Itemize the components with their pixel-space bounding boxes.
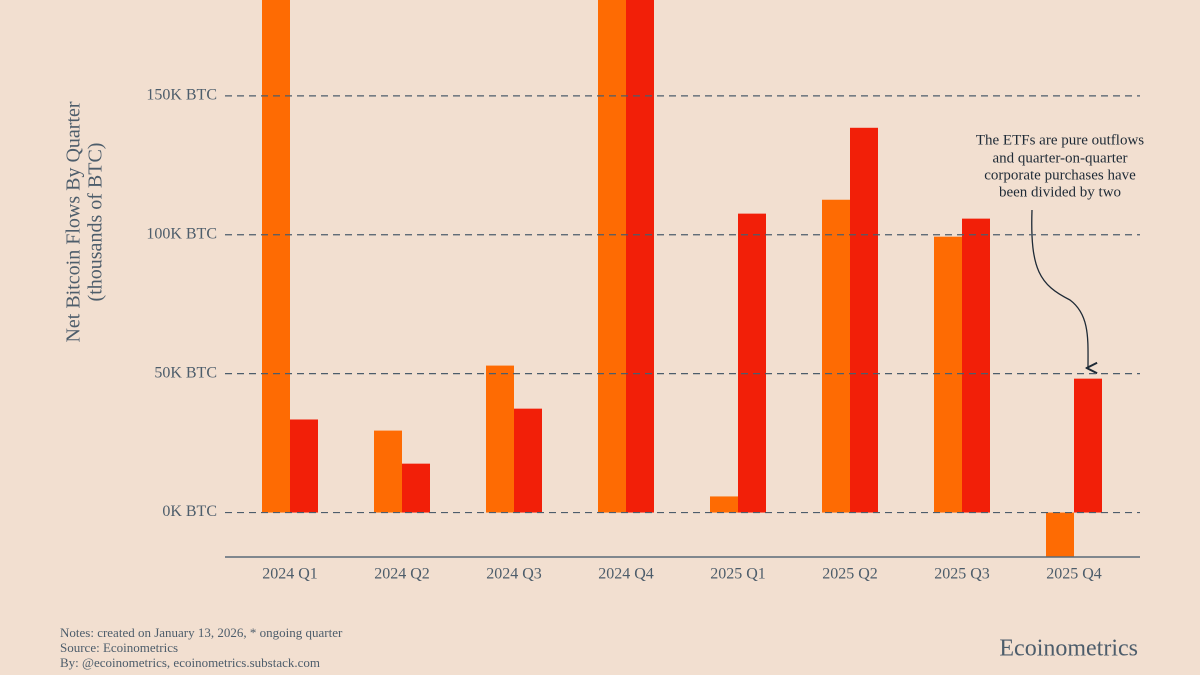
annotation: The ETFs are pure outflows (976, 132, 1144, 148)
x-tick-label: 2025 Q3 (934, 566, 990, 583)
x-tick-label: 2024 Q3 (486, 566, 542, 583)
bar (626, 0, 654, 513)
annotation: corporate purchases have (984, 167, 1136, 183)
y-tick-label: 50K BTC (154, 364, 217, 381)
annotation-arrow (1031, 209, 1088, 368)
x-tick-label: 2024 Q2 (374, 566, 430, 583)
x-tick-label: 2024 Q4 (598, 566, 654, 583)
bar (738, 213, 766, 513)
plot-area (262, 0, 1102, 557)
y-axis-title: Net Bitcoin Flows By Quarter (thousands … (63, 101, 107, 342)
y-tick-label: 150K BTC (146, 87, 217, 104)
bar (710, 496, 738, 513)
note: Source: Ecoinometrics (60, 640, 178, 655)
bar (374, 430, 402, 513)
x-tick-label: 2025 Q2 (822, 566, 878, 583)
bar (1046, 512, 1074, 557)
annotation: been divided by two (999, 184, 1121, 200)
bar (598, 0, 626, 513)
bar (402, 463, 430, 513)
bar (822, 199, 850, 513)
bar (514, 408, 542, 513)
x-tick-label: 2025 Q1 (710, 566, 766, 583)
bar (962, 218, 990, 513)
bar (290, 419, 318, 513)
bar (934, 236, 962, 513)
x-tick-label: 2025 Q4 (1046, 566, 1102, 583)
note: Notes: created on January 13, 2026, * on… (60, 625, 343, 640)
bar (850, 127, 878, 513)
bar (262, 0, 290, 513)
bar (486, 365, 514, 513)
y-label: Net Bitcoin Flows By Quarter (63, 101, 85, 342)
note: By: @ecoinometrics, ecoinometrics.substa… (60, 655, 320, 670)
y-tick-label: 0K BTC (162, 503, 217, 520)
y-label: (thousands of BTC) (85, 143, 107, 302)
x-tick-label: 2024 Q1 (262, 566, 318, 583)
brand: Ecoinometrics (999, 636, 1138, 662)
bar (1074, 378, 1102, 513)
annotation: and quarter-on-quarter (992, 150, 1127, 166)
y-tick-label: 100K BTC (146, 225, 217, 242)
